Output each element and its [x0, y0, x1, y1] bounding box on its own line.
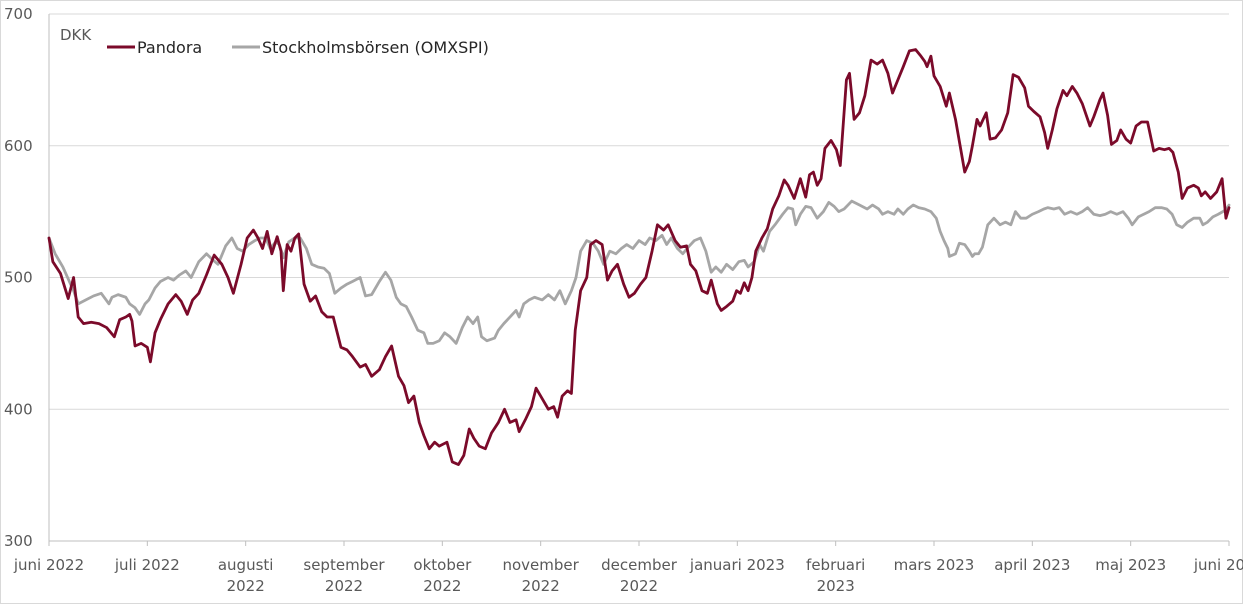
- x-tick-label: november: [503, 556, 580, 574]
- x-tick-label: juli 2022: [114, 556, 180, 574]
- y-tick-label: 400: [4, 400, 33, 418]
- x-tick-label: september: [303, 556, 385, 574]
- y-tick-label: 600: [4, 137, 33, 155]
- y-tick-label: 500: [4, 269, 33, 287]
- x-tick-label: juni 2022: [13, 556, 84, 574]
- y-unit-label: DKK: [60, 26, 92, 44]
- x-tick-label: 2022: [620, 577, 658, 595]
- x-tick-label: juni 2023: [1193, 556, 1243, 574]
- x-tick-label: mars 2023: [894, 556, 975, 574]
- y-tick-label: 700: [4, 5, 33, 23]
- x-tick-label: april 2023: [994, 556, 1070, 574]
- x-tick-label: 2022: [325, 577, 363, 595]
- x-tick-label: 2022: [522, 577, 560, 595]
- legend-item-omxspi: Stockholmsbörsen (OMXSPI): [232, 38, 489, 57]
- x-tick-label: 2022: [423, 577, 461, 595]
- x-tick-label: oktober: [413, 556, 472, 574]
- series-layer: [47, 48, 1231, 466]
- y-tick-label: 300: [4, 532, 33, 550]
- x-tick-label: januari 2023: [689, 556, 785, 574]
- legend: Pandora Stockholmsbörsen (OMXSPI): [107, 38, 489, 57]
- legend-label: Stockholmsbörsen (OMXSPI): [262, 38, 489, 57]
- legend-item-pandora: Pandora: [107, 38, 202, 57]
- legend-label: Pandora: [137, 38, 202, 57]
- x-tick-label: maj 2023: [1095, 556, 1166, 574]
- x-tick-label: 2022: [227, 577, 265, 595]
- x-tick-label: december: [601, 556, 678, 574]
- series-line-pandora: [47, 48, 1231, 466]
- x-tick-label: augusti: [218, 556, 274, 574]
- x-tick-label: februari: [806, 556, 865, 574]
- x-tick-label: 2023: [817, 577, 855, 595]
- axis-layer: 300 400 500 600 700 juni 2022 juli 2022 augusti…: [4, 5, 1243, 595]
